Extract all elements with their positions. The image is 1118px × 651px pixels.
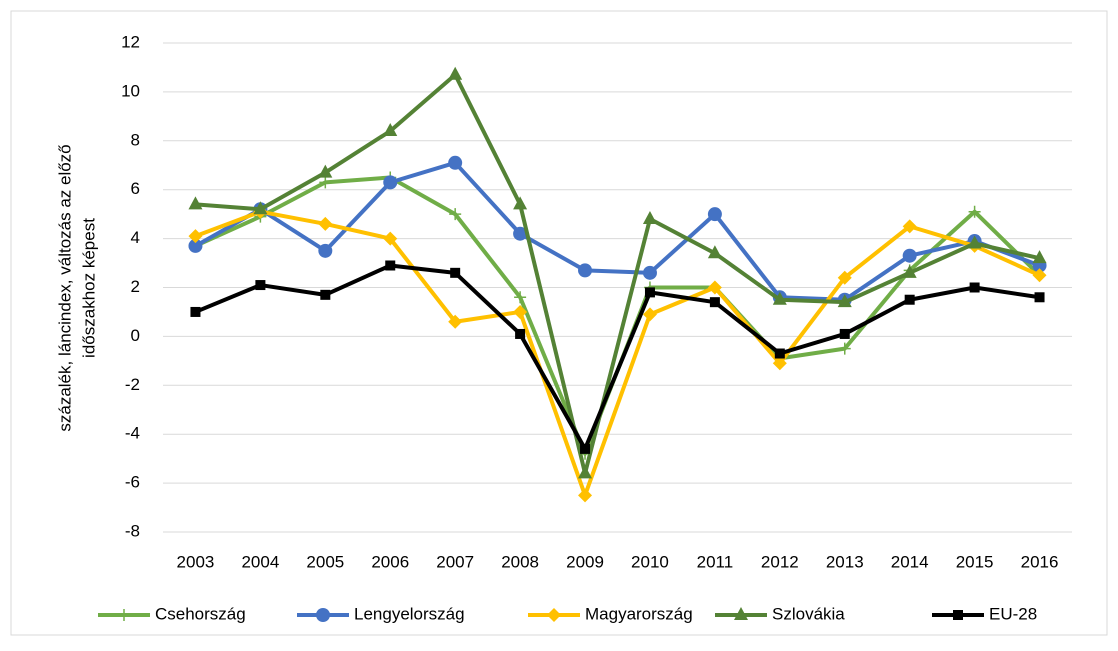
marker: [953, 610, 963, 620]
x-tick-label: 2007: [436, 552, 474, 571]
legend-label: Magyarország: [585, 604, 693, 623]
marker: [774, 348, 785, 359]
marker: [118, 609, 130, 621]
marker: [385, 260, 396, 271]
marker: [837, 294, 852, 308]
x-tick-label: 2014: [891, 552, 929, 571]
y-tick-label: 4: [131, 228, 140, 247]
x-tick-label: 2010: [631, 552, 669, 571]
y-tick-label: 6: [131, 179, 140, 198]
marker: [449, 208, 462, 221]
x-tick-label: 2003: [177, 552, 215, 571]
marker: [969, 282, 980, 293]
marker: [448, 66, 463, 80]
marker: [578, 465, 593, 479]
marker: [837, 270, 852, 285]
marker: [320, 289, 331, 300]
x-tick-label: 2012: [761, 552, 799, 571]
marker: [190, 306, 201, 317]
marker: [448, 314, 463, 329]
marker: [188, 238, 203, 253]
marker: [448, 155, 463, 170]
y-tick-label: 2: [131, 277, 140, 296]
marker: [772, 356, 787, 371]
marker: [383, 123, 398, 137]
x-tick-label: 2011: [697, 552, 734, 571]
y-tick-label: 8: [131, 130, 140, 149]
marker: [514, 291, 527, 304]
series-line: [194, 263, 1040, 451]
marker: [319, 176, 332, 189]
marker: [967, 235, 982, 249]
marker: [578, 263, 593, 278]
marker: [734, 607, 748, 620]
marker: [547, 608, 561, 622]
marker: [450, 267, 461, 278]
marker: [188, 229, 203, 244]
marker: [318, 164, 333, 178]
marker: [709, 297, 720, 308]
x-tick-label: 2004: [241, 552, 279, 571]
marker: [515, 328, 526, 339]
series-line: [194, 209, 1041, 498]
marker: [642, 307, 657, 322]
x-tick-label: 2009: [566, 552, 604, 571]
marker: [839, 328, 850, 339]
series-line: [194, 160, 1041, 302]
marker: [707, 245, 722, 259]
legend-label: Lengyelország: [354, 604, 465, 623]
x-tick-label: 2013: [826, 552, 864, 571]
y-axis-title-line: időszakhoz képest: [79, 218, 98, 358]
marker: [316, 608, 330, 622]
y-tick-label: -4: [125, 424, 140, 443]
marker: [707, 280, 722, 295]
y-tick-label: -8: [125, 521, 140, 540]
marker: [772, 291, 787, 305]
marker: [513, 304, 528, 319]
marker: [1032, 250, 1047, 264]
marker: [578, 488, 593, 503]
legend-label: Szlovákia: [772, 604, 845, 623]
marker: [642, 211, 657, 225]
legend-label: Csehország: [155, 604, 246, 623]
y-tick-label: 0: [131, 326, 140, 345]
y-axis-title: százalék, láncindex, változás az előző i…: [55, 144, 98, 431]
x-tick-label: 2015: [956, 552, 994, 571]
marker: [580, 443, 591, 454]
series-line: [195, 72, 1040, 476]
marker: [707, 207, 722, 222]
marker: [644, 287, 655, 298]
marker: [253, 201, 268, 215]
marker: [318, 243, 333, 258]
y-tick-label: 10: [121, 81, 140, 100]
marker: [383, 175, 398, 190]
marker: [904, 294, 915, 305]
marker: [902, 219, 917, 234]
marker: [968, 205, 981, 218]
x-tick-label: 2008: [501, 552, 539, 571]
marker: [188, 196, 203, 210]
x-tick-label: 2005: [306, 552, 344, 571]
marker: [318, 216, 333, 231]
marker: [902, 248, 917, 263]
marker: [1032, 268, 1047, 283]
marker: [902, 264, 917, 278]
marker: [513, 226, 528, 241]
marker: [383, 231, 398, 246]
x-tick-label: 2016: [1021, 552, 1059, 571]
y-axis-title-line: százalék, láncindex, változás az előző: [55, 144, 74, 431]
y-tick-label: -2: [125, 375, 140, 394]
marker: [642, 265, 657, 280]
marker: [513, 196, 528, 210]
x-tick-label: 2006: [371, 552, 409, 571]
marker: [838, 342, 851, 355]
marker: [255, 280, 266, 291]
y-tick-label: 12: [121, 32, 140, 51]
marker: [1034, 292, 1045, 303]
y-tick-label: -6: [125, 473, 140, 492]
chart-frame: [10, 10, 1108, 636]
legend-label: EU-28: [989, 604, 1037, 623]
